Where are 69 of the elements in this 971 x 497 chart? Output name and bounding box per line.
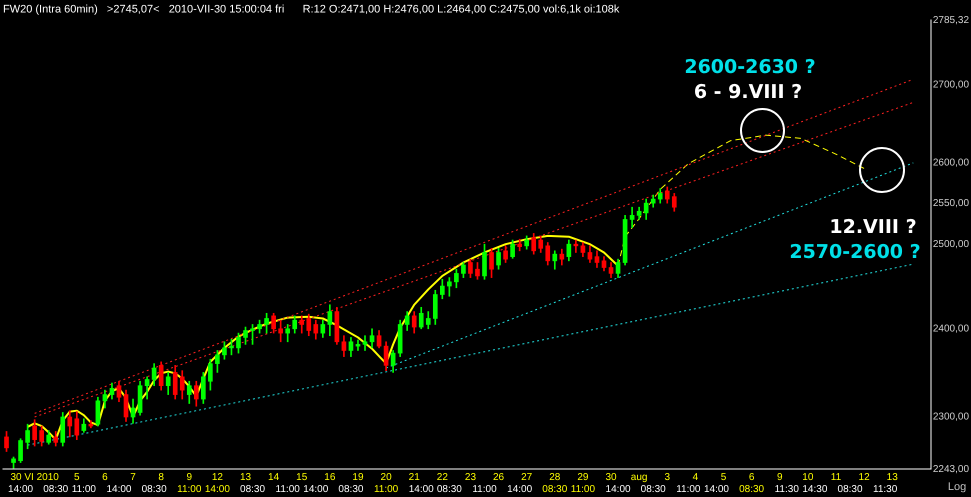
x-tick-label: 19 bbox=[352, 472, 364, 483]
x-tick-label: 26 bbox=[492, 472, 505, 483]
x-tick-label: 12 14:00 bbox=[204, 472, 230, 495]
x-tick-label: 11:00 bbox=[72, 484, 96, 495]
candlestick bbox=[250, 324, 255, 345]
x-tick-label: 14:30 bbox=[802, 484, 828, 495]
y-tick-label: 2400,00 bbox=[932, 324, 970, 335]
x-tick-label: 20 11:00 bbox=[374, 472, 399, 495]
y-tick-label: 2600,00 bbox=[932, 158, 970, 169]
x-tick-label: 14:00 bbox=[507, 484, 533, 495]
x-tick-label: 14:00 bbox=[704, 484, 730, 495]
x-tick-label: 08:30 bbox=[240, 484, 266, 495]
x-tick-label: 23 bbox=[464, 472, 476, 483]
x-tick-label: 4 bbox=[692, 472, 699, 483]
x-tick-label: 7 bbox=[130, 472, 136, 483]
x-tick-label: 9 bbox=[776, 472, 783, 483]
x-tick-label: 30 bbox=[605, 472, 618, 483]
x-tick-label: 9 11:00 bbox=[177, 472, 202, 495]
x-tick-label: 11:30 bbox=[873, 484, 898, 495]
x-tick-label: 21 bbox=[408, 472, 420, 483]
x-tick-label: 08:30 bbox=[43, 484, 69, 495]
x-tick-label: 28 08:30 bbox=[542, 472, 568, 495]
candlestick bbox=[362, 335, 368, 351]
x-tick-label: 12 bbox=[858, 472, 870, 483]
x-tick-label: 30 VI 2010 bbox=[10, 472, 60, 483]
x-tick-label: 6 08:30 bbox=[739, 472, 765, 495]
x-tick-label: 22 bbox=[436, 472, 448, 483]
y-tick-label: 2243,00 bbox=[932, 464, 970, 475]
x-tick-label: 14:00 bbox=[8, 484, 34, 495]
x-tick-label: 29 11:00 bbox=[570, 472, 596, 495]
x-tick-label: 11:00 bbox=[472, 484, 498, 495]
x-tick-label: 11 bbox=[830, 472, 842, 483]
x-tick-label: 08:30 bbox=[338, 484, 364, 495]
y-tick-label: 2550,00 bbox=[932, 198, 970, 209]
x-tick-label: 15 bbox=[296, 472, 308, 483]
text: Log bbox=[948, 481, 966, 494]
x-tick-label: 14:00 bbox=[606, 484, 631, 495]
x-tick-label: 14:00 bbox=[408, 484, 434, 495]
x-tick-label: 11:00 bbox=[276, 484, 300, 495]
x-tick-label: 5 bbox=[720, 472, 727, 483]
annotation: 2570-2600 ? bbox=[789, 240, 921, 263]
y-tick-label: 2300,00 bbox=[932, 412, 970, 423]
y-tick-label: 2785,32 bbox=[932, 14, 970, 26]
x-tick-label: 6 bbox=[102, 472, 108, 483]
x-tick-label: 14:00 bbox=[106, 484, 132, 495]
annotation: 6 - 9.VIII ? bbox=[694, 80, 802, 103]
x-tick-label: 10 bbox=[802, 472, 814, 483]
x-tick-label: 14 bbox=[268, 472, 280, 483]
x-tick-label: 27 bbox=[521, 472, 533, 483]
x-tick-label: 11:30 bbox=[774, 484, 800, 495]
x-tick-label: 5 bbox=[74, 472, 80, 483]
x-tick-label: aug bbox=[630, 472, 648, 483]
x-tick-label: 11:00 bbox=[676, 484, 701, 495]
candlestick bbox=[356, 340, 360, 351]
x-tick-label: 16 bbox=[324, 472, 336, 483]
y-tick-label: 2700,00 bbox=[932, 79, 970, 90]
annotation: 12.VIII ? bbox=[829, 216, 917, 238]
x-tick-label: 3 bbox=[664, 472, 670, 483]
chart-title: FW20 (Intra 60min) >2745,07< 2010-VII-30 15:00:04 fri R:12 O:2471,00 H:2476,00 L:2464,00 C:2475,00 vol:6,1k oi:108k bbox=[3, 4, 620, 16]
x-tick-label: 13 bbox=[886, 472, 898, 483]
y-tick-label: 2500,00 bbox=[932, 238, 970, 250]
x-tick-label: 08:30 bbox=[142, 484, 168, 495]
x-tick-label: 08:30 bbox=[838, 484, 863, 495]
x-tick-label: 13 bbox=[240, 472, 252, 483]
annotation: 2600-2630 ? bbox=[684, 56, 816, 78]
x-tick-label: 08:30 bbox=[436, 484, 462, 495]
x-tick-label: 8 bbox=[158, 472, 164, 483]
x-tick-label: 14:00 bbox=[303, 484, 329, 495]
x-tick-label: 08:30 bbox=[640, 484, 666, 495]
